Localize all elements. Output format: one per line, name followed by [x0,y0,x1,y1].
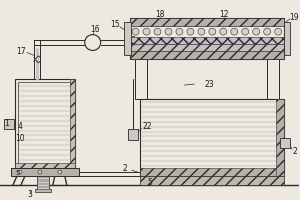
Bar [140,168,284,176]
Text: 22: 22 [143,122,152,131]
Text: 5: 5 [147,178,152,187]
Circle shape [154,28,161,35]
Bar [4,119,14,129]
Text: 2: 2 [122,164,127,173]
Bar [135,59,146,99]
Text: 16: 16 [90,25,100,34]
Circle shape [231,28,238,35]
Bar [130,51,284,59]
Text: 3: 3 [28,190,32,199]
Text: 23: 23 [205,80,214,89]
Bar [284,22,290,55]
Text: 18: 18 [155,10,164,19]
Circle shape [165,28,172,35]
Bar [130,18,284,59]
Circle shape [58,170,62,174]
Bar [15,79,75,168]
Bar [140,99,284,176]
Circle shape [253,28,260,35]
Circle shape [85,35,101,50]
Bar [267,59,279,99]
Bar [37,176,49,190]
Bar [15,163,75,168]
Text: 1: 1 [4,119,9,128]
Bar [126,36,134,47]
Circle shape [209,28,216,35]
Circle shape [187,28,194,35]
Bar [18,82,72,165]
Bar [128,129,138,140]
Bar [130,44,284,51]
Circle shape [38,170,42,174]
Text: 2: 2 [293,147,298,156]
Bar [140,176,284,185]
Circle shape [198,28,205,35]
Bar [276,99,284,176]
Bar [35,189,51,192]
Circle shape [220,28,227,35]
Circle shape [132,28,139,35]
Text: 15: 15 [110,20,119,29]
Bar [124,22,130,55]
Circle shape [143,28,150,35]
Text: 12: 12 [220,10,229,19]
Circle shape [242,28,249,35]
Circle shape [264,28,271,35]
Circle shape [274,28,282,35]
Bar [130,18,284,26]
Bar [70,79,75,168]
Text: 10: 10 [15,134,25,143]
Circle shape [176,28,183,35]
Circle shape [18,170,22,174]
Text: 4: 4 [17,122,22,131]
Bar [280,138,290,148]
Text: 5: 5 [16,170,20,176]
Bar [11,168,79,176]
Text: 19: 19 [289,13,299,22]
Text: 17: 17 [16,47,26,56]
Bar [130,37,284,44]
